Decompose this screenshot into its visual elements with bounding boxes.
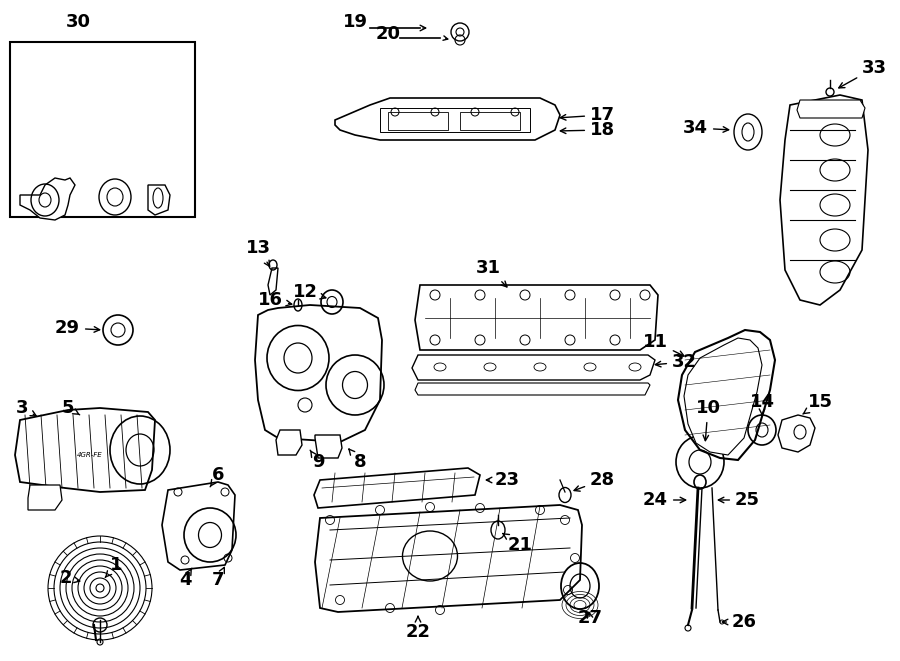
- Text: 24: 24: [643, 491, 686, 509]
- Text: 6: 6: [210, 466, 224, 486]
- Text: 30: 30: [66, 13, 91, 31]
- Bar: [10, 42, 195, 217]
- Bar: [388, 112, 448, 130]
- Polygon shape: [162, 482, 235, 570]
- Polygon shape: [268, 268, 278, 295]
- Text: 11: 11: [643, 333, 684, 356]
- Text: 10: 10: [696, 399, 721, 441]
- Polygon shape: [314, 468, 480, 508]
- Polygon shape: [415, 383, 650, 395]
- Polygon shape: [15, 408, 155, 492]
- Text: 14: 14: [750, 393, 775, 414]
- Polygon shape: [335, 98, 560, 140]
- Text: 20: 20: [375, 25, 401, 43]
- Bar: [460, 112, 520, 130]
- Text: 1: 1: [105, 556, 122, 578]
- Text: 26: 26: [723, 613, 757, 631]
- Polygon shape: [276, 430, 302, 455]
- Polygon shape: [255, 305, 382, 442]
- Text: 7: 7: [212, 567, 224, 589]
- Text: 19: 19: [343, 13, 367, 31]
- Polygon shape: [415, 285, 658, 350]
- Text: 23: 23: [486, 471, 520, 489]
- Polygon shape: [315, 435, 342, 458]
- Polygon shape: [684, 338, 762, 455]
- Polygon shape: [412, 355, 655, 380]
- Polygon shape: [20, 178, 75, 220]
- Text: 8: 8: [349, 449, 366, 471]
- Text: 18: 18: [561, 121, 615, 139]
- Text: 3: 3: [15, 399, 36, 417]
- Text: 9: 9: [310, 450, 324, 471]
- Text: 5: 5: [62, 399, 80, 417]
- Text: 31: 31: [475, 259, 507, 287]
- Text: 12: 12: [293, 283, 326, 301]
- Polygon shape: [380, 108, 530, 132]
- Polygon shape: [778, 415, 815, 452]
- Polygon shape: [148, 185, 170, 215]
- Text: 4GR-FE: 4GR-FE: [77, 452, 103, 458]
- Polygon shape: [797, 100, 865, 118]
- Text: 4: 4: [179, 568, 192, 589]
- Text: 25: 25: [718, 491, 760, 509]
- Polygon shape: [780, 95, 868, 305]
- Text: 2: 2: [59, 569, 80, 587]
- Text: 22: 22: [406, 617, 430, 641]
- Text: 29: 29: [55, 319, 100, 337]
- Text: 15: 15: [803, 393, 833, 414]
- Text: 27: 27: [578, 609, 602, 627]
- Polygon shape: [28, 485, 62, 510]
- Polygon shape: [678, 330, 775, 460]
- Text: 17: 17: [561, 106, 615, 124]
- Text: 32: 32: [655, 353, 697, 371]
- Text: 34: 34: [683, 119, 729, 137]
- Text: 33: 33: [839, 59, 887, 88]
- Text: 16: 16: [258, 291, 292, 309]
- Text: 21: 21: [503, 533, 533, 554]
- Text: 28: 28: [574, 471, 615, 491]
- Polygon shape: [315, 505, 582, 612]
- Text: 13: 13: [246, 239, 271, 266]
